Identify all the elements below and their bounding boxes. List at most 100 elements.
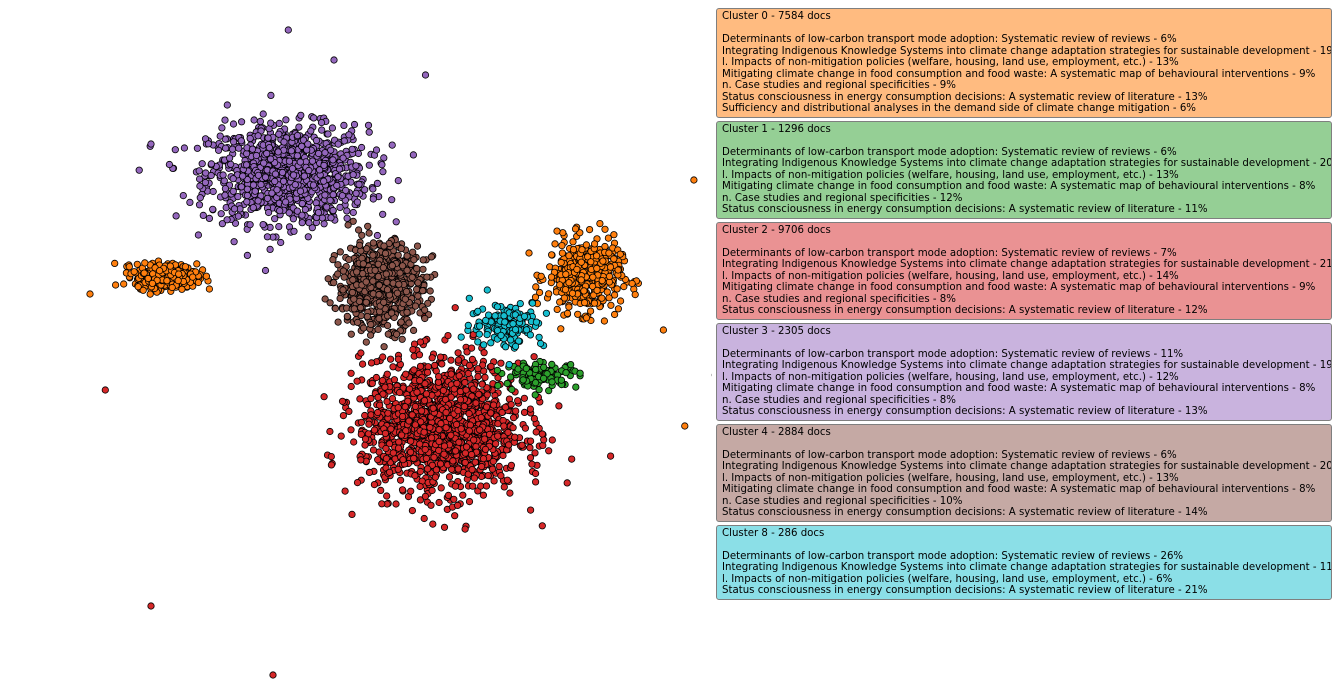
data-point: [198, 160, 206, 168]
data-point: [538, 522, 546, 530]
data-point: [375, 314, 383, 323]
data-point: [419, 287, 427, 295]
data-point: [467, 344, 476, 352]
data-point: [374, 408, 382, 417]
data-point: [461, 378, 469, 387]
data-point: [304, 233, 312, 241]
data-point: [392, 500, 400, 508]
data-point: [500, 422, 508, 430]
data-point: [355, 241, 364, 249]
data-point: [309, 181, 318, 189]
data-point: [487, 409, 495, 417]
data-point: [237, 137, 245, 145]
data-point: [593, 264, 601, 272]
data-point: [453, 501, 462, 509]
data-point: [199, 211, 207, 219]
data-point: [388, 394, 397, 403]
data-point: [410, 256, 418, 264]
outlier-point: [284, 26, 292, 34]
cluster-topic-line: Determinants of low-carbon transport mod…: [722, 146, 1177, 158]
data-point: [487, 362, 495, 370]
data-point: [431, 361, 439, 369]
data-point: [480, 435, 489, 443]
data-point: [479, 455, 488, 463]
data-point: [180, 144, 188, 152]
data-point: [338, 192, 346, 200]
data-point: [362, 338, 370, 346]
data-point: [494, 381, 502, 390]
data-point: [265, 144, 273, 152]
data-point: [503, 476, 511, 484]
data-point: [186, 198, 194, 206]
data-point: [350, 120, 359, 129]
data-point: [196, 175, 204, 183]
data-point: [374, 456, 382, 464]
data-point: [587, 258, 595, 266]
cluster-topic-line: Integrating Indigenous Knowledge Systems…: [722, 45, 1332, 57]
data-point: [395, 438, 403, 446]
data-point: [375, 281, 383, 289]
data-point: [610, 255, 618, 263]
data-point: [461, 458, 469, 467]
data-point: [320, 161, 328, 169]
data-point: [246, 134, 254, 142]
data-point: [454, 407, 462, 415]
data-point: [451, 482, 459, 490]
data-point: [350, 438, 358, 446]
data-point: [414, 279, 422, 287]
data-point: [394, 404, 402, 412]
data-point: [268, 189, 276, 197]
data-point: [235, 144, 243, 152]
cluster-topic-line: Mitigating climate change in food consum…: [722, 282, 1316, 293]
data-point: [251, 187, 259, 195]
data-point: [361, 411, 369, 420]
data-point: [567, 360, 575, 369]
data-point: [409, 248, 417, 256]
data-point: [586, 307, 595, 315]
data-point: [460, 402, 468, 411]
data-point: [497, 472, 505, 480]
data-point: [475, 390, 483, 398]
data-point: [409, 345, 417, 354]
data-point: [532, 318, 541, 326]
data-point: [307, 127, 315, 135]
data-point: [318, 126, 326, 134]
data-point: [436, 460, 445, 468]
data-point: [178, 285, 186, 293]
data-point: [189, 273, 197, 281]
outlier-point: [421, 71, 430, 79]
outlier-point: [269, 671, 277, 679]
data-point: [345, 255, 353, 264]
data-point: [453, 379, 461, 387]
data-point: [297, 111, 305, 119]
data-point: [447, 370, 455, 378]
data-point: [261, 173, 270, 181]
data-point: [293, 132, 302, 140]
data-point: [522, 364, 530, 373]
data-point: [398, 262, 407, 270]
data-point: [393, 289, 401, 297]
data-point: [563, 479, 571, 487]
data-point: [423, 273, 431, 281]
data-point: [509, 414, 518, 422]
data-point: [324, 275, 332, 283]
data-point: [250, 116, 258, 124]
data-point: [461, 449, 469, 457]
data-point: [429, 404, 437, 412]
data-point: [610, 310, 619, 319]
data-point: [279, 177, 288, 185]
data-point: [398, 335, 406, 343]
data-point: [363, 245, 371, 253]
outlier-point: [330, 56, 338, 64]
data-point: [238, 118, 246, 126]
cluster-topic-line: Mitigating climate change in food consum…: [722, 68, 1316, 80]
data-point: [365, 420, 373, 428]
data-point: [334, 140, 342, 148]
data-point: [221, 191, 229, 199]
data-point: [341, 487, 349, 495]
data-point: [399, 456, 407, 464]
cluster-topic-line: l. Impacts of non-mitigation policies (w…: [722, 573, 1173, 585]
cluster-topic-line: Integrating Indigenous Knowledge Systems…: [722, 158, 1332, 169]
data-point: [365, 161, 373, 169]
data-point: [378, 161, 386, 169]
